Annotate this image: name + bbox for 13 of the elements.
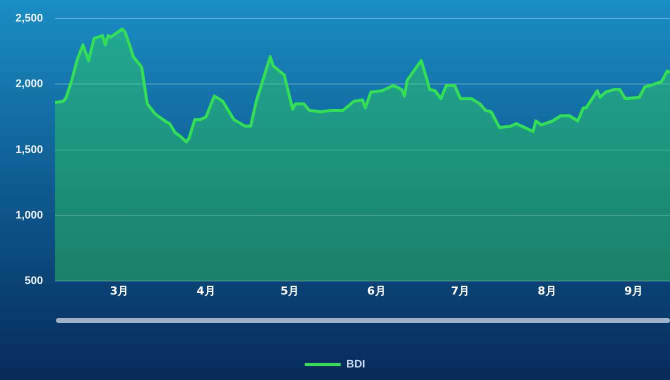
x-tick-label: 7月 [451, 284, 470, 298]
y-tick-label: 2,500 [15, 12, 43, 25]
y-tick-label: 2,000 [15, 78, 43, 90]
x-tick-label: 4月 [196, 284, 216, 298]
y-tick-label: 500 [24, 275, 43, 288]
y-tick-label: 1,500 [15, 144, 43, 156]
legend-label: BDI [346, 358, 366, 371]
x-tick-label: 5月 [280, 284, 300, 298]
x-tick-label: 8月 [538, 284, 556, 298]
y-tick-label: 1,000 [15, 209, 43, 222]
x-tick-label: 6月 [367, 284, 386, 298]
x-tick-label: 9月 [624, 284, 643, 298]
x-tick-label: 3月 [110, 284, 129, 298]
